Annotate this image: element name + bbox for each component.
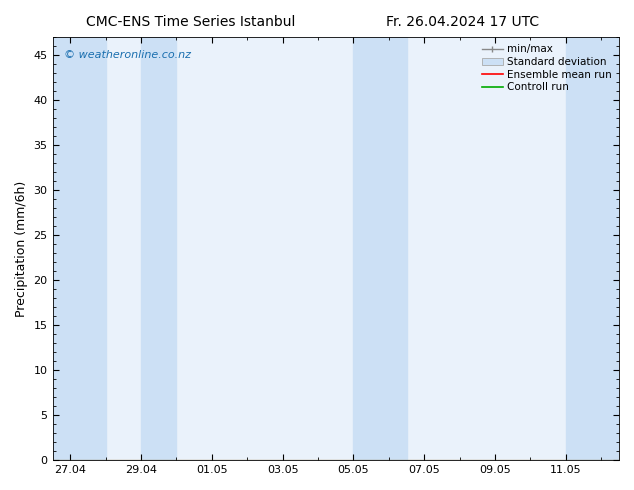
Text: © weatheronline.co.nz: © weatheronline.co.nz <box>64 50 191 60</box>
Bar <box>141 37 176 460</box>
Text: Fr. 26.04.2024 17 UTC: Fr. 26.04.2024 17 UTC <box>386 15 540 29</box>
Legend: min/max, Standard deviation, Ensemble mean run, Controll run: min/max, Standard deviation, Ensemble me… <box>480 42 614 94</box>
Y-axis label: Precipitation (mm/6h): Precipitation (mm/6h) <box>15 180 28 317</box>
Text: CMC-ENS Time Series Istanbul: CMC-ENS Time Series Istanbul <box>86 15 295 29</box>
Bar <box>53 37 106 460</box>
Bar <box>354 37 406 460</box>
Bar <box>566 37 619 460</box>
